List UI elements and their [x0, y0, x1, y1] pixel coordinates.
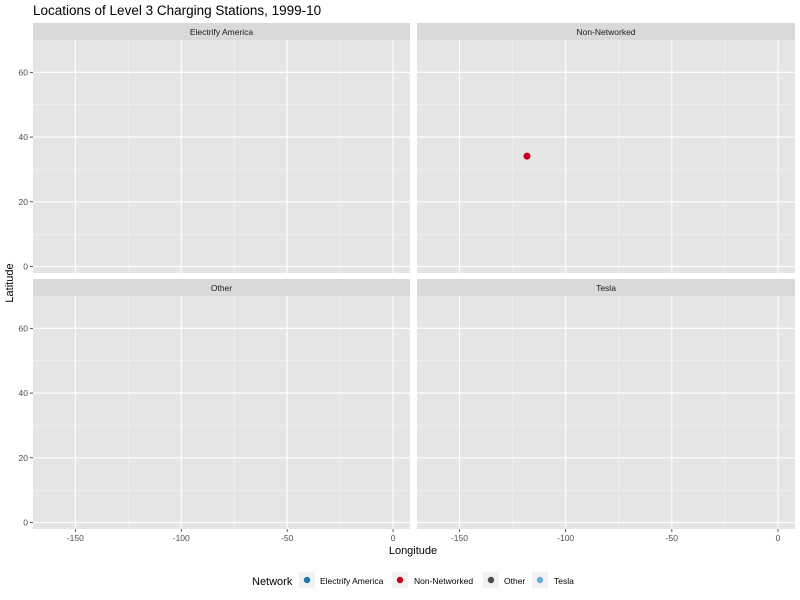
facet-strip-label: Non-Networked: [576, 27, 635, 37]
x-tick-label: -100: [173, 533, 190, 543]
x-tick-label: -150: [67, 533, 84, 543]
y-tick-label: 60: [19, 323, 29, 333]
legend-label: Other: [504, 576, 525, 586]
legend-key: [487, 576, 495, 584]
panel: Non-Networked: [417, 23, 795, 273]
chart-title: Locations of Level 3 Charging Stations, …: [33, 3, 322, 18]
facet-strip: [33, 279, 410, 296]
facet-strip: [417, 23, 795, 40]
y-tick-label: 20: [19, 197, 29, 207]
legend-label: Non-Networked: [414, 576, 473, 586]
facet-strip-label: Electrify America: [190, 27, 254, 37]
legend-title: Network: [252, 576, 293, 588]
x-tick-label: -50: [666, 533, 679, 543]
x-tick-label: -150: [451, 533, 468, 543]
legend-key: [396, 576, 404, 584]
x-tick-label: 0: [776, 533, 781, 543]
y-tick-label: 40: [19, 132, 29, 142]
y-tick-label: 60: [19, 67, 29, 77]
panel: Electrify America 0 20 40 60: [19, 23, 410, 273]
y-tick-label: 20: [19, 453, 29, 463]
legend: Network Electrify America Non-Networked Ot…: [252, 572, 574, 588]
facet-strip: [417, 279, 795, 296]
panel-background: [417, 40, 795, 273]
y-tick-label: 0: [23, 262, 28, 272]
x-tick-label: 0: [391, 533, 396, 543]
y-axis-title: Latitude: [4, 263, 16, 302]
panel-background: [33, 40, 410, 273]
panel-background: [417, 296, 795, 529]
legend-key: [303, 576, 311, 584]
x-tick-label: -50: [281, 533, 294, 543]
legend-label: Tesla: [554, 576, 574, 586]
facet-strip-label: Tesla: [596, 283, 616, 293]
facet-strip-label: Other: [211, 283, 232, 293]
panels-layer: Electrify America 0 20 40 60 Non-Networked Oth…: [19, 23, 795, 543]
legend-label: Electrify America: [320, 576, 384, 586]
y-tick-label: 0: [23, 518, 28, 528]
panel: Other 0 20 40 60 -150 -100 -50 0: [19, 279, 410, 543]
facet-strip: [33, 23, 410, 40]
panel: Tesla -150 -100 -50 0: [417, 279, 795, 543]
y-tick-label: 40: [19, 388, 29, 398]
data-point: [523, 152, 531, 160]
x-axis-title: Longitude: [389, 545, 437, 557]
legend-key: [536, 576, 544, 584]
panel-background: [33, 296, 410, 529]
x-tick-label: -100: [557, 533, 574, 543]
